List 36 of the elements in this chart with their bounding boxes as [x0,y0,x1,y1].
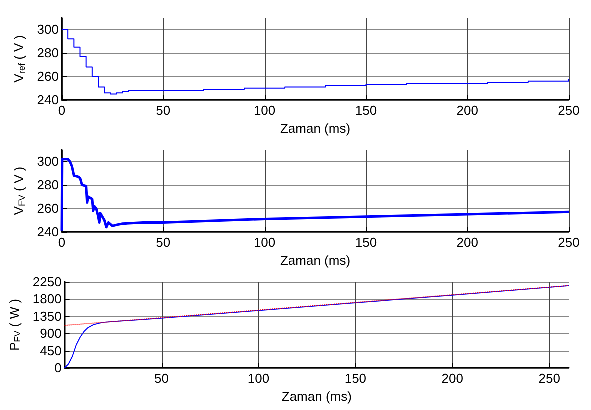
y-tick-label: 260 [37,201,59,216]
x-tick-label: 100 [254,103,276,118]
y-tick-label: 280 [37,46,59,61]
x-axis-title: Zaman (ms) [280,121,351,136]
line-series [64,285,570,369]
x-tick-label: 100 [254,235,276,250]
y-tick-label: 2250 [32,274,62,290]
y-tick-label: 1800 [32,292,62,307]
x-tick-label: 200 [456,235,478,250]
y-tick-label: 260 [37,69,59,84]
x-tick-label: 50 [154,371,170,386]
y-axis-title: VFV ( V ) [11,166,27,216]
x-tick-label: 50 [156,235,171,250]
y-tick-label: 300 [37,154,59,170]
y-tick-label: 240 [37,224,59,240]
x-tick-label: 200 [442,371,464,386]
y-tick-label: 280 [37,178,59,193]
x-tick-label: 150 [355,235,378,250]
y-tick-label: 900 [40,326,62,342]
y-tick-label: 300 [37,22,59,38]
x-tick-label: 150 [355,103,378,118]
x-tick-label: 150 [344,371,367,386]
y-tick-label: 240 [37,92,59,108]
x-tick-label: 250 [558,235,580,250]
y-tick-label: 450 [40,343,62,358]
y-tick-label: 1350 [32,308,62,324]
y-axis-title: PFV ( W ) [7,299,22,352]
x-tick-label: 100 [248,371,270,386]
x-tick-label: 250 [538,371,560,386]
x-tick-label: 250 [558,103,580,118]
x-axis-title: Zaman (ms) [282,389,352,404]
y-axis-title: Vref ( V ) [11,35,27,83]
x-tick-label: 200 [456,103,478,118]
x-tick-label: 50 [156,103,171,118]
x-axis-title: Zaman (ms) [280,253,351,268]
y-tick-label: 0 [54,360,62,376]
